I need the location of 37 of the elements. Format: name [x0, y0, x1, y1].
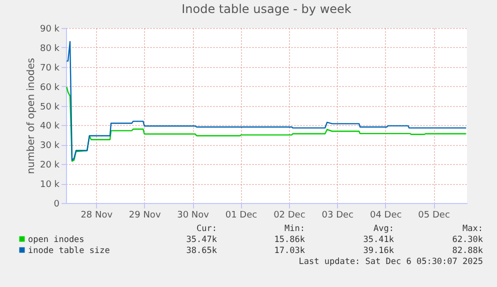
text: Min: — [284, 224, 305, 234]
x-tick-label: 01 Dec — [225, 210, 258, 220]
text: 38.65k — [186, 246, 217, 256]
y-tick-label: 70 k — [40, 63, 60, 74]
text: 35.47k — [186, 235, 217, 245]
line-series — [66, 86, 467, 162]
chart-title: Inode table usage - by week — [182, 2, 352, 16]
y-tick-label: 0 — [54, 200, 60, 210]
legend-label: inode table size — [28, 246, 110, 256]
y-tick-label: 50 k — [40, 102, 60, 112]
y-tick-label: 80 k — [40, 44, 60, 54]
y-tick-label: 30 k — [40, 141, 60, 152]
text: Last update: Sat Dec 6 05:30:07 2025 — [298, 257, 483, 267]
text: 82.88k — [452, 246, 483, 256]
text: 39.16k — [363, 246, 394, 256]
x-tick-label: 02 Dec — [274, 210, 306, 220]
text: 62.30k — [452, 235, 483, 245]
text: Avg: — [374, 224, 394, 234]
y-tick-label: 60 k — [40, 82, 60, 93]
y-tick-label: 10 k — [40, 180, 60, 190]
line-series — [66, 41, 467, 161]
x-tick-label: 28 Nov — [80, 210, 114, 220]
y-tick-label: 20 k — [40, 160, 60, 171]
y-tick-label: 40 k — [40, 122, 60, 132]
text: Max: — [462, 224, 483, 234]
y-tick-label: 90 k — [40, 24, 60, 34]
x-tick-label: 30 Nov — [177, 210, 210, 220]
x-tick-label: 29 Nov — [128, 210, 162, 220]
text: Cur: — [196, 224, 217, 234]
text: 35.41k — [363, 235, 394, 245]
y-axis-title: number of open inodes — [26, 58, 37, 174]
x-tick-label: 05 Dec — [418, 210, 450, 220]
x-tick-label: 04 Dec — [370, 210, 402, 220]
x-tick-label: 03 Dec — [322, 210, 354, 220]
legend-label: open inodes — [28, 235, 84, 245]
text: 15.86k — [274, 235, 305, 245]
text: 17.03k — [274, 246, 305, 256]
